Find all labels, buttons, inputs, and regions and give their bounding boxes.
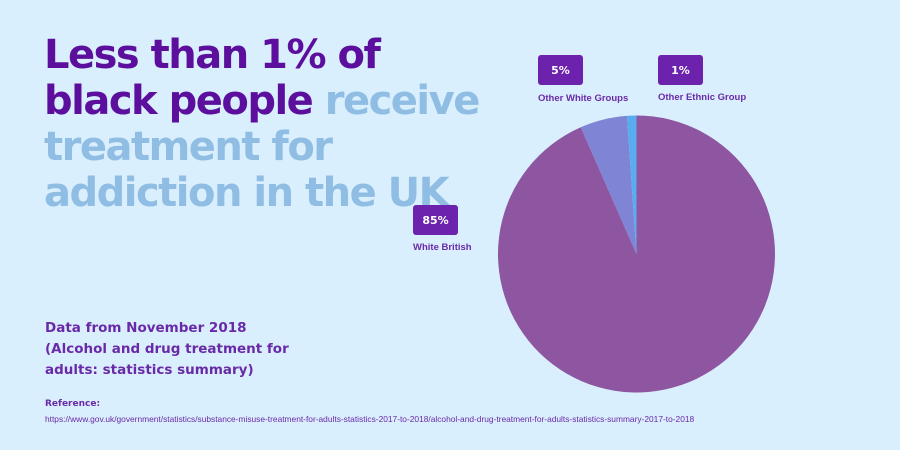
pie-slice-white-british [498,115,776,393]
label-other-white: Other White Groups [538,93,629,104]
title-highlight: Less than 1% of black people [44,32,381,124]
reference-url[interactable]: https://www.gov.uk/government/statistics… [45,414,695,424]
reference-label: Reference: [45,399,101,409]
label-other-ethnic: Other Ethnic Group [658,92,747,103]
pie-slice-other-ethnic-group [626,115,637,254]
page-title: Less than 1% of black people receive tre… [44,32,484,216]
source-note: Data from November 2018 (Alcohol and dru… [45,320,289,378]
badge-other-ethnic: 1% [658,55,703,85]
pie-slice-other-white-groups [580,115,637,254]
title-rest: receive treatment for addiction in the U… [44,78,480,216]
badge-white-british: 85% [413,205,458,235]
badge-other-white: 5% [538,55,583,85]
label-white-british: White British [413,242,472,253]
